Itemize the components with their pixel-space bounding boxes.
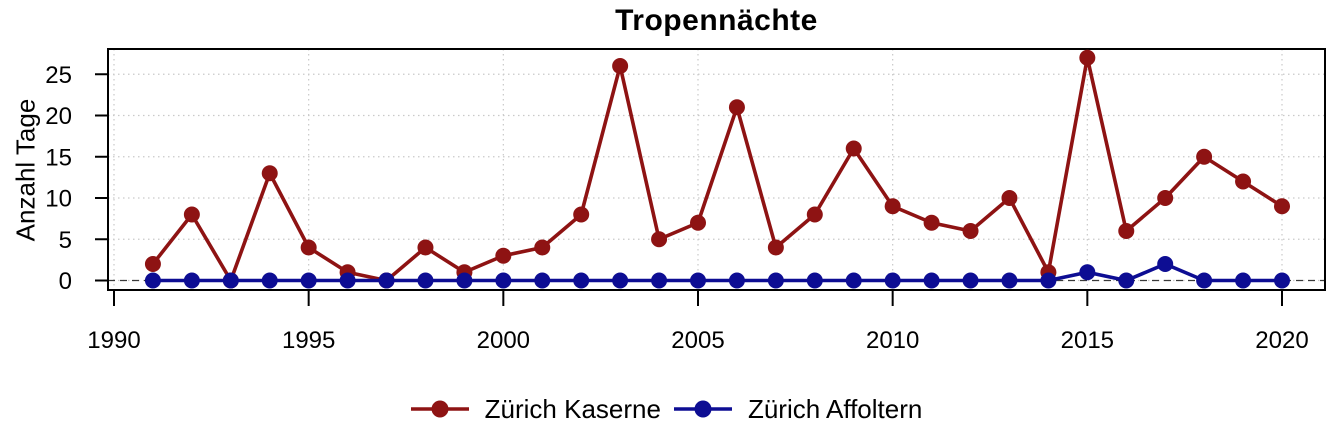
data-point — [300, 239, 317, 256]
y-tick-label: 20 — [45, 103, 72, 130]
legend-label-zurich-kaserne: Zürich Kaserne — [484, 393, 661, 424]
y-tick-label: 0 — [59, 268, 72, 295]
data-point — [261, 272, 278, 289]
data-point — [183, 206, 200, 223]
y-tick-label: 10 — [45, 186, 72, 213]
x-tick-label: 2010 — [866, 327, 919, 354]
kaserne-line-marker-icon — [410, 400, 469, 418]
data-point — [1001, 272, 1018, 289]
x-tick-label: 1995 — [282, 327, 335, 354]
plot-area: 0 5 10 15 20 25 1990 1995 2000 2005 2010 2015 2020 — [45, 48, 1326, 354]
data-point — [1235, 272, 1252, 289]
data-point — [417, 272, 434, 289]
y-tick-label: 25 — [45, 62, 72, 89]
data-point — [495, 247, 512, 264]
data-point — [923, 272, 940, 289]
data-point — [378, 272, 395, 289]
data-point — [1273, 198, 1290, 215]
plot-frame — [107, 48, 1326, 291]
data-point — [728, 99, 745, 116]
x-tick-label: 2005 — [671, 327, 724, 354]
data-point — [1118, 272, 1135, 289]
data-point — [1196, 148, 1213, 165]
data-point — [845, 272, 862, 289]
data-point — [689, 214, 706, 231]
x-tick-label: 2020 — [1255, 327, 1308, 354]
data-point — [612, 272, 629, 289]
data-point — [689, 272, 706, 289]
legend: Zürich Kaserne Zürich Affoltern — [0, 392, 1332, 426]
data-point — [1040, 272, 1057, 289]
data-point — [962, 272, 979, 289]
data-point — [456, 272, 473, 289]
data-point — [612, 58, 629, 74]
data-point — [806, 206, 823, 223]
legend-label-zurich-affoltern: Zürich Affoltern — [747, 393, 923, 424]
data-point — [1235, 173, 1252, 190]
series-line-affoltern — [151, 262, 1284, 283]
data-point — [923, 214, 940, 231]
x-tick-label: 1990 — [87, 327, 140, 354]
data-point — [339, 272, 356, 289]
data-point — [651, 231, 668, 248]
chart-title: Tropennächte — [615, 4, 818, 37]
data-point — [300, 272, 317, 289]
data-point — [845, 140, 862, 157]
data-point — [806, 272, 823, 289]
data-point — [534, 272, 551, 289]
data-point — [1157, 256, 1174, 272]
data-point — [651, 272, 668, 289]
x-tick-label: 2015 — [1061, 327, 1114, 354]
legend-item-zurich-kaserne: Zürich Kaserne — [410, 394, 661, 425]
data-point — [1079, 264, 1096, 281]
data-point — [144, 272, 161, 289]
affoltern-line-marker-icon — [673, 400, 732, 418]
y-tick-label: 15 — [45, 144, 72, 171]
legend-item-zurich-affoltern: Zürich Affoltern — [673, 394, 922, 425]
data-point — [1157, 190, 1174, 206]
data-point — [728, 272, 745, 289]
data-point — [1273, 272, 1290, 289]
x-tick-label: 2000 — [477, 327, 530, 354]
data-point — [573, 206, 590, 223]
data-point — [573, 272, 590, 289]
data-point — [183, 272, 200, 289]
data-point — [222, 272, 239, 289]
data-point — [962, 223, 979, 239]
data-point — [1196, 272, 1213, 289]
y-tick-label: 5 — [59, 227, 72, 254]
data-point — [261, 165, 278, 182]
data-point — [767, 272, 784, 289]
data-point — [495, 272, 512, 289]
data-point — [417, 239, 434, 256]
data-point — [884, 272, 901, 289]
data-point — [1079, 49, 1096, 66]
data-point — [767, 239, 784, 256]
series-line-kaserne — [151, 55, 1284, 283]
data-point — [1118, 223, 1135, 239]
data-point — [1001, 190, 1018, 206]
data-point — [144, 256, 161, 272]
data-point — [534, 239, 551, 256]
data-point — [884, 198, 901, 215]
